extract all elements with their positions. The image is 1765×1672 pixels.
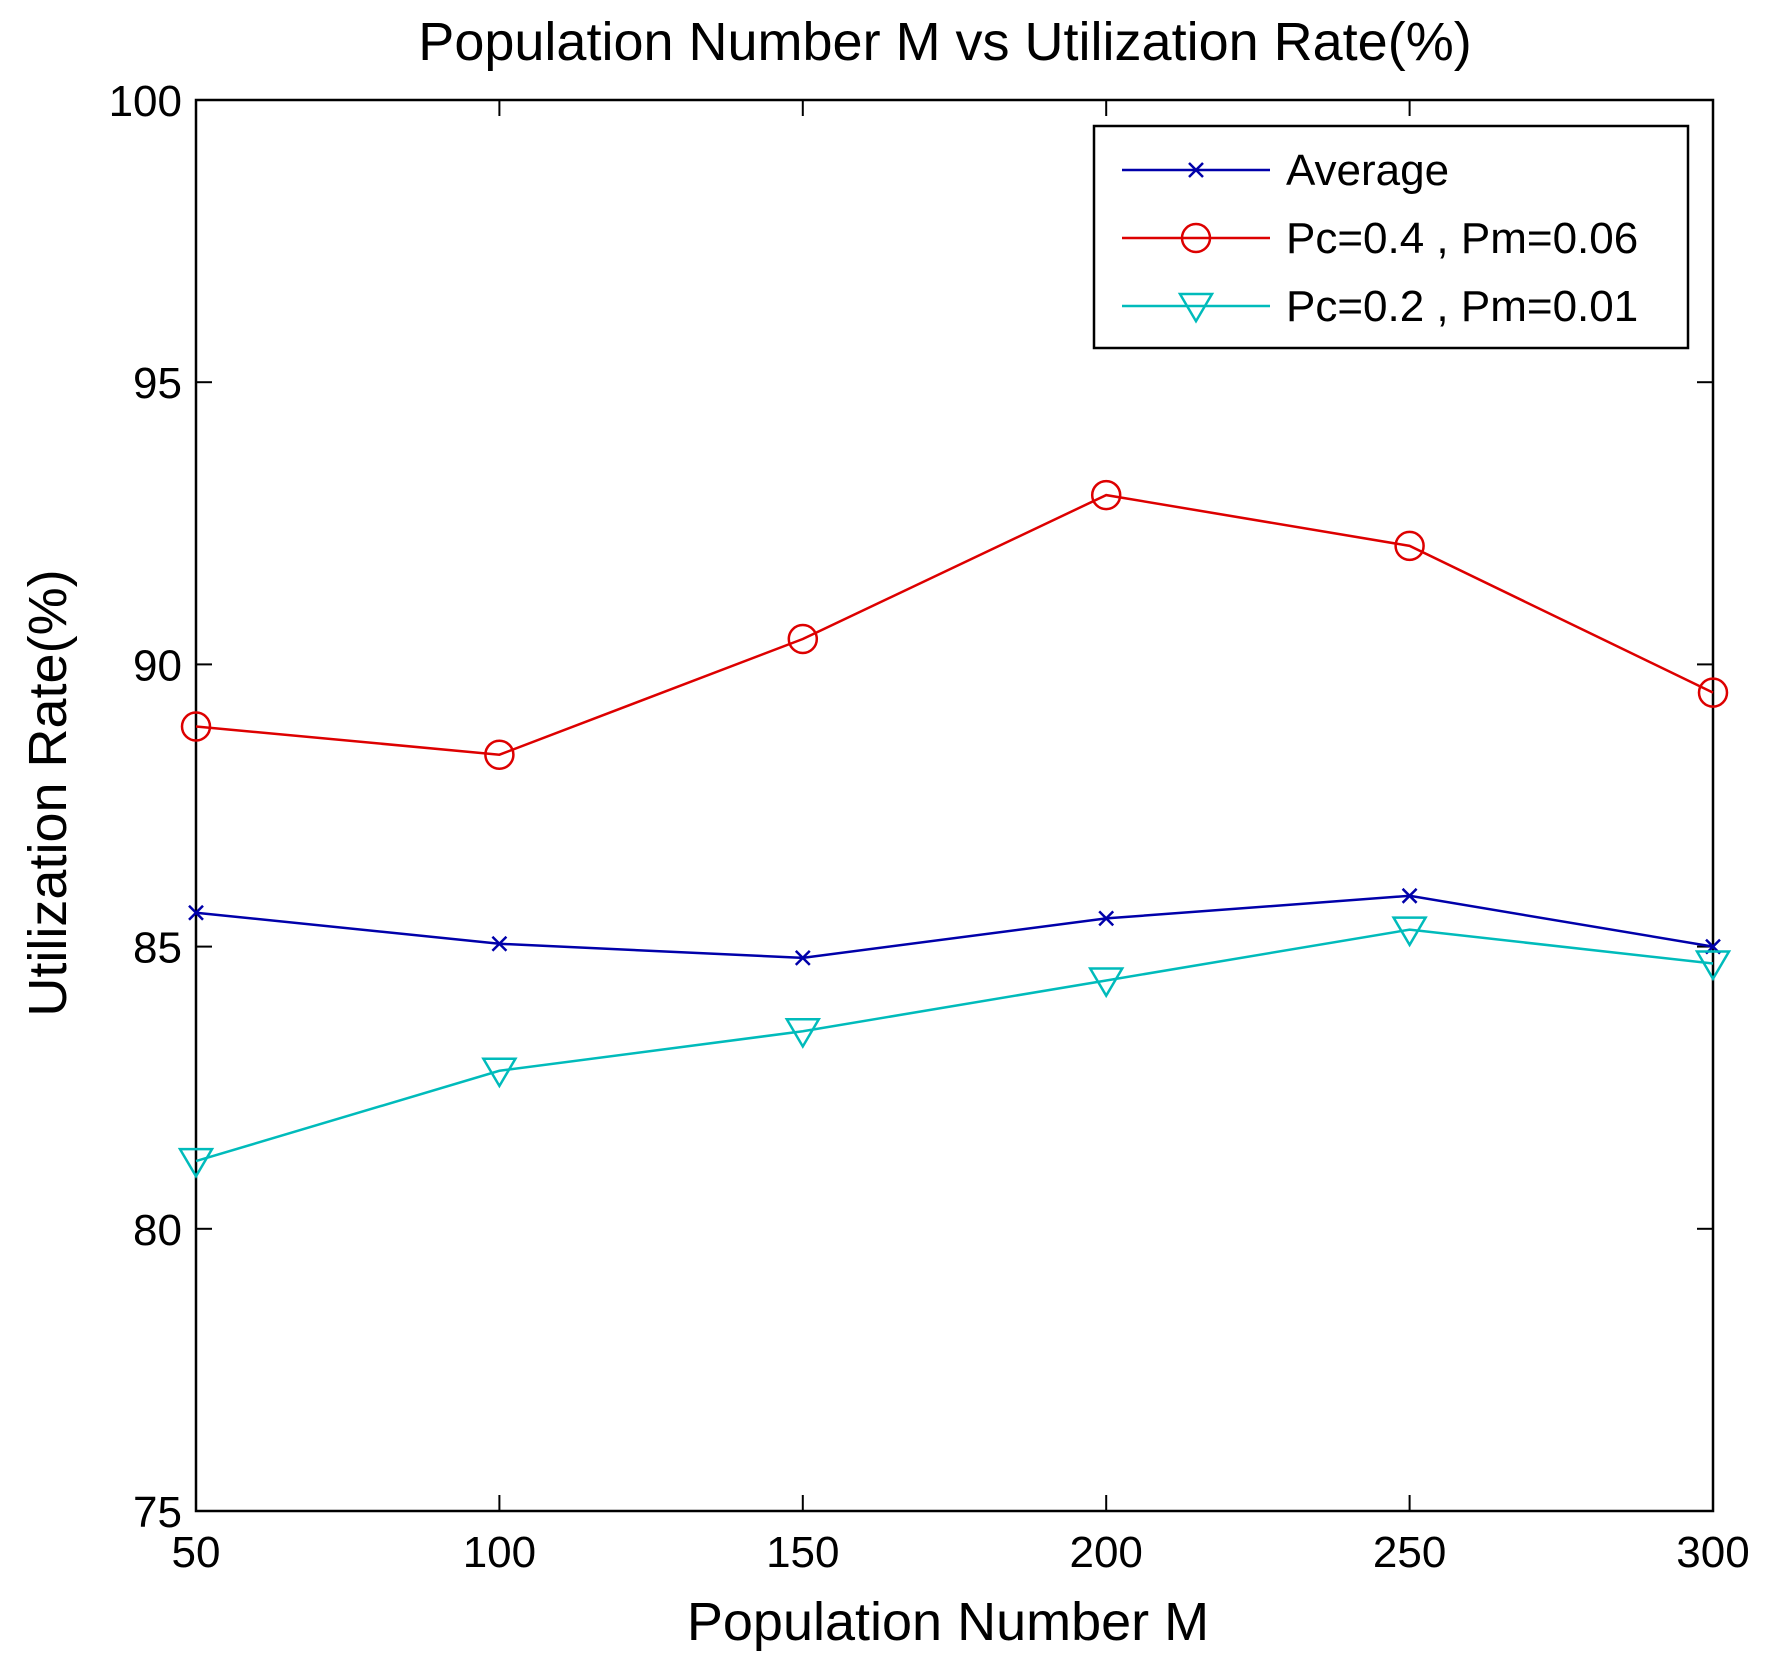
series-1-point-3 bbox=[1090, 479, 1122, 511]
series-0-point-0 bbox=[188, 904, 204, 921]
legend-label-1: Pc=0.4 , Pm=0.06 bbox=[1286, 214, 1638, 263]
y-tick-label-100: 100 bbox=[109, 77, 182, 126]
legend-label-2: Pc=0.2 , Pm=0.01 bbox=[1286, 282, 1638, 331]
legend-label-0: Average bbox=[1286, 146, 1449, 195]
legend-marker-1 bbox=[1180, 222, 1212, 254]
series-1-point-5 bbox=[1697, 677, 1729, 708]
y-tick-label-80: 80 bbox=[133, 1206, 182, 1255]
series-1-point-1 bbox=[484, 739, 515, 770]
legend-marker-0 bbox=[1188, 162, 1204, 178]
x-axis-label: Population Number M bbox=[687, 1592, 1209, 1652]
series-2-point-5 bbox=[1694, 950, 1732, 982]
series-2-line bbox=[195, 928, 1714, 1163]
series-2-point-3 bbox=[1088, 967, 1125, 999]
y-axis-label: Utilization Rate(%) bbox=[18, 569, 78, 1016]
series-2-point-4 bbox=[1391, 916, 1428, 948]
x-tick-label-200: 200 bbox=[1069, 1528, 1142, 1577]
x-tick-label-300: 300 bbox=[1676, 1528, 1749, 1577]
series-1-point-2 bbox=[787, 623, 819, 655]
x-tick-label-100: 100 bbox=[463, 1528, 536, 1577]
x-tick-label-250: 250 bbox=[1373, 1528, 1446, 1577]
series-1-point-0 bbox=[180, 711, 212, 742]
series-2-point-0 bbox=[177, 1147, 215, 1179]
chart-title: Population Number M vs Utilization Rate(… bbox=[418, 12, 1471, 72]
y-tick-label-85: 85 bbox=[133, 924, 182, 973]
legend: Average Pc=0.4 , Pm=0.06 Pc=0.2 , Pm=0.01 bbox=[1092, 124, 1690, 350]
series-2-point-2 bbox=[784, 1018, 821, 1049]
legend-marker-2 bbox=[1177, 292, 1215, 324]
x-tick-label-150: 150 bbox=[766, 1528, 839, 1577]
series-0-point-2 bbox=[794, 950, 811, 966]
plot-area: 50 100 150 200 250 300 75 80 85 90 95 100 bbox=[109, 77, 1750, 1577]
series-2-point-1 bbox=[481, 1057, 518, 1089]
series-1-line bbox=[195, 493, 1714, 756]
series-0-point-1 bbox=[491, 935, 508, 952]
y-tick-label-90: 90 bbox=[133, 641, 182, 690]
x-tick-label-50: 50 bbox=[172, 1528, 221, 1577]
axes-frame bbox=[194, 98, 1715, 1513]
series-1-point-4 bbox=[1394, 530, 1425, 562]
y-tick-label-75: 75 bbox=[133, 1488, 182, 1537]
series-0-point-4 bbox=[1401, 887, 1418, 904]
series-0-point-3 bbox=[1098, 910, 1115, 927]
series-0-line bbox=[195, 894, 1714, 960]
y-tick-label-95: 95 bbox=[133, 359, 182, 408]
